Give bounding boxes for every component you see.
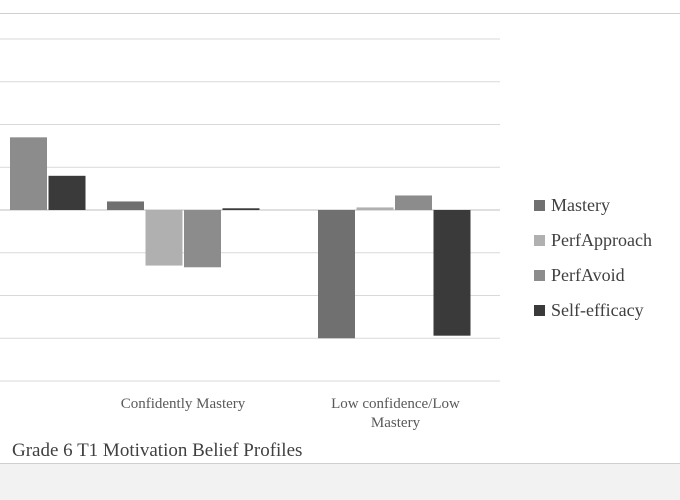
bar-self-efficacy-cat0 [48,175,86,210]
bar-self-efficacy-cat2 [433,210,471,336]
plot-area [0,38,500,382]
bar-perfavoid-cat0 [10,137,47,210]
bottom-strip [0,464,680,500]
category-label-line: Low confidence/Low [331,396,460,412]
legend-swatch [534,270,545,281]
legend: Mastery PerfApproach PerfAvoid Self-efficac… [534,188,652,328]
legend-item-perfapproach: PerfApproach [534,223,652,258]
bar-perfapproach-cat2 [356,207,394,210]
bar-perfapproach-cat1 [145,210,183,266]
legend-item-self-efficacy: Self-efficacy [534,293,652,328]
legend-swatch [534,235,545,246]
frame-border-top [0,13,680,14]
legend-label: Mastery [551,195,610,215]
category-label-low-confidence: Low confidence/Low Mastery [313,395,478,433]
legend-swatch [534,305,545,316]
legend-label: PerfApproach [551,230,652,250]
chart-caption: Grade 6 T1 Motivation Belief Profiles [12,440,303,461]
bar-mastery-cat1 [107,201,144,210]
legend-label: Self-efficacy [551,300,644,320]
category-label-line: Confidently Mastery [120,396,246,412]
bar-mastery-cat2 [318,210,355,339]
legend-item-perfavoid: PerfAvoid [534,258,652,293]
legend-label: PerfAvoid [551,265,625,285]
frame-border-bottom [0,463,680,464]
legend-swatch [534,200,545,211]
category-label-line: Mastery [370,415,421,431]
bar-self-efficacy-cat1 [222,208,260,210]
category-label-confidently-mastery: Confidently Mastery [102,395,264,414]
bar-perfavoid-cat1 [184,210,221,268]
bar-perfavoid-cat2 [395,195,432,210]
legend-item-mastery: Mastery [534,188,652,223]
